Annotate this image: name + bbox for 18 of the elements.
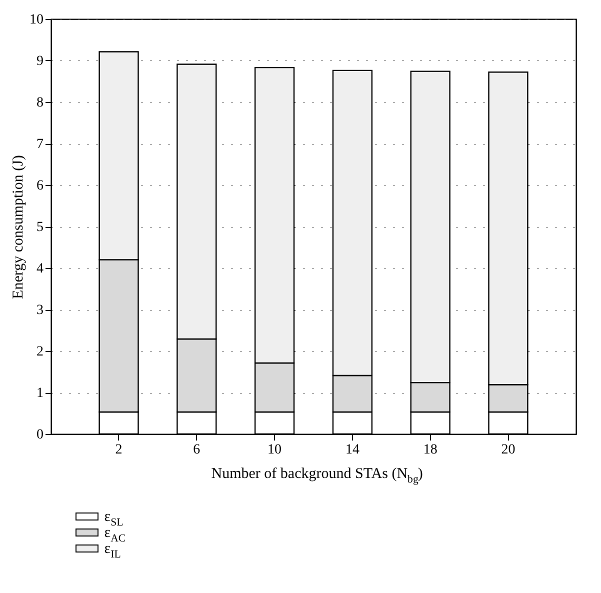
y-axis-title: Energy consumption (J) bbox=[10, 155, 26, 299]
y-tick-label: 6 bbox=[36, 178, 44, 194]
x-tick-label: 18 bbox=[423, 442, 438, 458]
x-tick-label: 2 bbox=[115, 442, 122, 458]
y-tick-label: 7 bbox=[36, 137, 44, 152]
y-tick-label: 3 bbox=[36, 303, 44, 318]
y-tick-label: 8 bbox=[36, 96, 44, 110]
x-tick-label: 6 bbox=[193, 442, 200, 458]
y-tick-label: 10 bbox=[30, 12, 44, 28]
y-tick-label: 9 bbox=[36, 54, 44, 69]
x-tick-label: 10 bbox=[268, 442, 282, 458]
y-tick-label: 5 bbox=[36, 220, 44, 235]
x-tick-label: 14 bbox=[345, 442, 360, 458]
y-tick-label: 0 bbox=[36, 428, 44, 442]
y-tick-label: 2 bbox=[36, 344, 44, 360]
x-tick-label: 20 bbox=[501, 442, 516, 458]
y-tick-label: 4 bbox=[36, 262, 44, 276]
y-tick-label: 1 bbox=[36, 386, 44, 401]
